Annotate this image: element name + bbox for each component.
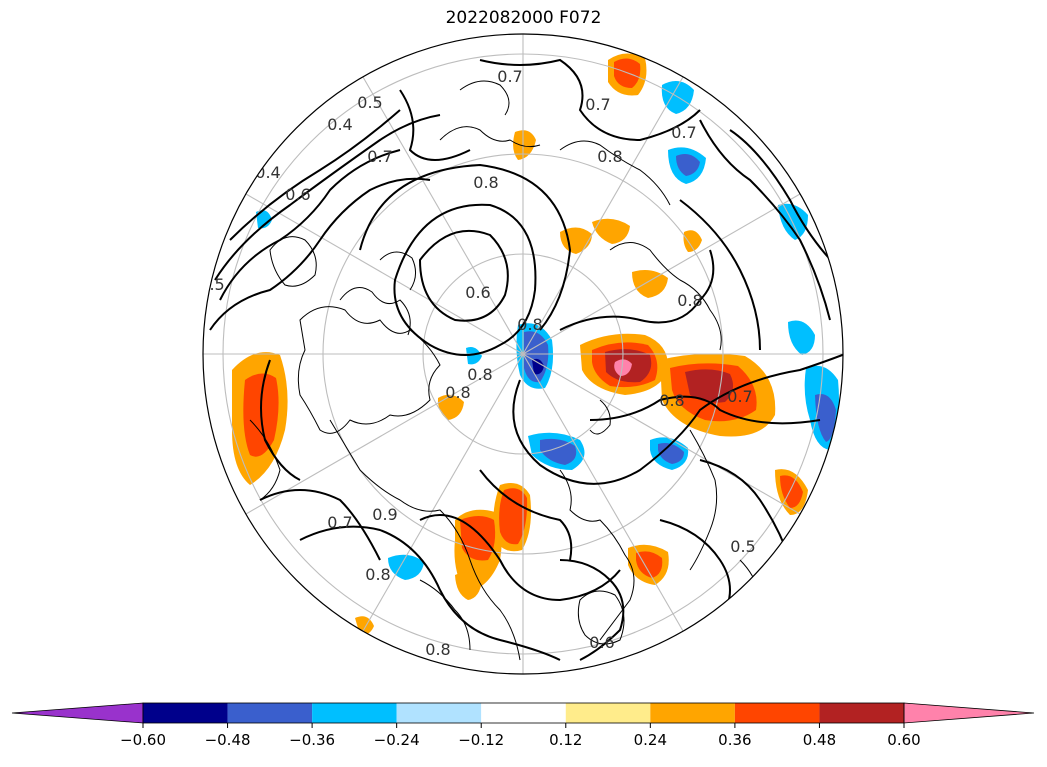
polar-map: 0.7 0.5 0.4 0.7 0.7 0.7 0.8 0.6 0.4 0.5 … [202,33,844,675]
colorbar-svg: −0.60 −0.48 −0.36 −0.24 −0.12 0.12 0.24 0.36 0.4… [11,702,1035,749]
colorbar-labels: −0.60 −0.48 −0.36 −0.24 −0.12 0.12 0.24 0.36 0.4… [120,731,921,749]
contours [209,58,843,661]
contour-label: 0.8 [365,565,390,584]
contour-label: 0.8 [659,391,684,410]
colorbar-frame [142,702,905,724]
colorbar: −0.60 −0.48 −0.36 −0.24 −0.12 0.12 0.24 0.36 0.4… [0,695,1047,763]
contour-label: 0.8 [467,365,492,384]
colorbar-tick-label: −0.36 [289,731,335,749]
contour-label: 0.7 [327,513,352,532]
contour-label: 0.9 [372,505,397,524]
colorbar-swatch [143,703,228,723]
colorbar-swatch [396,703,482,723]
contour-label: 0.8 [677,291,702,310]
contour-label: 0.4 [327,115,352,134]
colorbar-swatch [819,703,904,723]
contour-label: 0.7 [497,67,522,86]
contour-label: 0.8 [473,173,498,192]
colorbar-swatch [734,703,820,723]
colorbar-swatch [312,703,397,723]
colorbar-tick-label: −0.48 [205,731,251,749]
contour-label: 0.7 [727,387,752,406]
shaded-anomalies [232,53,839,636]
colorbar-swatches [11,702,1035,724]
colorbar-ticks [142,723,905,728]
contour-label: 0.6 [465,283,490,302]
colorbar-tick-label: −0.12 [458,731,504,749]
colorbar-extend-high [903,702,1035,724]
colorbar-tick-label: 0.60 [887,731,920,749]
map-disk-content: 0.7 0.5 0.4 0.7 0.7 0.7 0.8 0.6 0.4 0.5 … [203,34,843,674]
colorbar-swatch [650,703,735,723]
contour-label: 0.8 [425,640,450,659]
colorbar-tick-label: 0.48 [803,731,836,749]
map-boundary [202,33,844,675]
coastlines [249,80,761,661]
colorbar-swatch [565,703,651,723]
colorbar-tick-label: 0.36 [718,731,751,749]
colorbar-swatch [481,703,566,723]
contour-label: 0.6 [285,185,310,204]
colorbar-tick-label: −0.60 [120,731,166,749]
contour-label: 0.5 [730,537,755,556]
contour-label: 0.5 [357,93,382,112]
contour-label: 0.6 [589,633,614,652]
contour-label: 0.8 [445,383,470,402]
colorbar-swatch [227,703,313,723]
colorbar-tick-label: −0.24 [374,731,420,749]
contour-label: 0.8 [597,147,622,166]
contour-label: 0.7 [367,147,392,166]
contour-labels: 0.7 0.5 0.4 0.7 0.7 0.7 0.8 0.6 0.4 0.5 … [203,67,756,659]
colorbar-tick-label: 0.12 [549,731,582,749]
contour-label: 0.7 [585,95,610,114]
page-title: 2022082000 F072 [445,8,602,28]
contour-label: 0.7 [671,123,696,142]
graticule [203,34,843,674]
colorbar-tick-label: 0.24 [634,731,667,749]
contour-label: 0.8 [517,315,542,334]
colorbar-extend-low [11,702,144,724]
